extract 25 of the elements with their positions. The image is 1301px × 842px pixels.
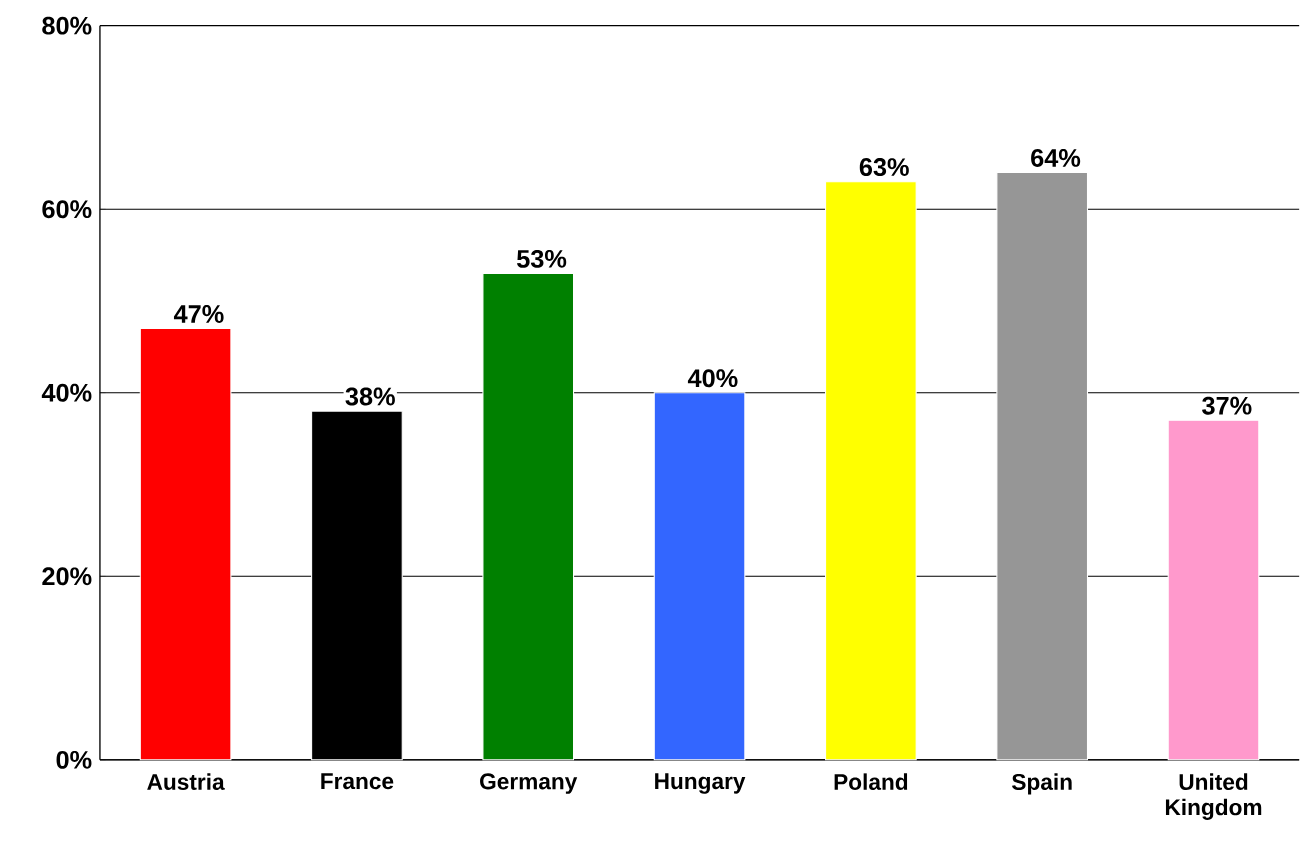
bar: [482, 272, 575, 761]
data-label: 40%: [687, 369, 738, 387]
bar: [653, 391, 746, 761]
data-label: 47%: [173, 304, 224, 323]
y-tick-label: 0%: [56, 750, 92, 769]
x-tick-label: Austria: [147, 773, 225, 790]
y-tick-label: 80%: [42, 16, 92, 35]
x-tick-label: United Kingdom: [1165, 773, 1262, 820]
y-tick-label: 20%: [42, 567, 92, 586]
data-label: 38%: [345, 387, 395, 406]
x-tick-label: Poland: [834, 773, 908, 790]
bar: [139, 327, 232, 761]
y-tick-label: 60%: [42, 200, 92, 218]
data-label: 64%: [1031, 148, 1081, 167]
y-tick-label: 40%: [41, 383, 92, 402]
data-label: 37%: [1202, 396, 1252, 415]
data-label: 53%: [517, 249, 567, 268]
bar: [825, 180, 917, 761]
x-tick-label: France: [321, 773, 394, 789]
x-tick-label: Spain: [1012, 773, 1072, 795]
x-tick-label: Hungary: [655, 773, 746, 794]
bar: [1167, 419, 1260, 761]
data-label: 63%: [859, 157, 909, 176]
bar: [996, 171, 1089, 761]
x-tick-label: Germany: [480, 773, 578, 794]
